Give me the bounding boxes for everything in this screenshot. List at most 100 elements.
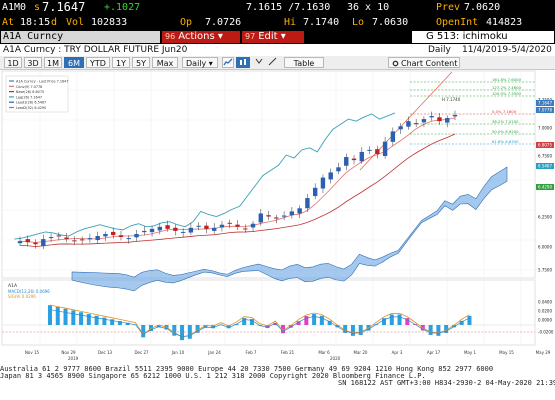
open-label: Op bbox=[180, 17, 193, 28]
x-axis-label: May 15 bbox=[499, 350, 514, 355]
annotate-icon[interactable] bbox=[266, 57, 280, 68]
candle-body bbox=[312, 187, 318, 197]
macd-bar bbox=[343, 325, 348, 333]
candle-body bbox=[204, 225, 209, 229]
macd-bar bbox=[265, 325, 270, 329]
candle-body bbox=[320, 177, 326, 189]
macd-bar bbox=[451, 325, 456, 328]
x-axis-label: Jan 24 bbox=[207, 350, 221, 355]
actions-menu-button[interactable]: 96 Actions ▾ bbox=[162, 31, 240, 43]
ticker: A1M0 bbox=[2, 2, 27, 13]
macd-line bbox=[49, 309, 470, 338]
fib-label: 61.8% 6.8300 bbox=[492, 139, 519, 144]
candle-body bbox=[429, 116, 434, 118]
legend-label: Base(26) 6.8075 bbox=[16, 90, 44, 94]
edit-menu-label: Edit ▾ bbox=[258, 31, 286, 42]
macd-bar bbox=[211, 325, 216, 329]
legend-label: A1A Curncy - Last Price 7.1647 bbox=[16, 80, 68, 84]
x-axis-label: Nov 15 bbox=[25, 350, 40, 355]
price-tag-box bbox=[536, 107, 554, 113]
openint-value: 414823 bbox=[486, 17, 523, 28]
macd-bar bbox=[358, 325, 363, 335]
fib-label: 161.8% 7.6000 bbox=[492, 77, 522, 82]
range-button-1d[interactable]: 1D bbox=[4, 57, 22, 68]
macd-histogram: 0.0400 0.0200 0.0000 -0.0200 bbox=[2, 299, 554, 341]
price-tag-box bbox=[536, 244, 554, 250]
time-label: At bbox=[2, 17, 15, 28]
command-bar: A1A Curncy 96 Actions ▾ 97 Edit ▾ G 513: i… bbox=[0, 30, 555, 44]
macd-bar bbox=[467, 315, 472, 325]
more-options-icon[interactable] bbox=[254, 57, 264, 68]
candle-body bbox=[297, 208, 302, 214]
range-button-5y[interactable]: 5Y bbox=[132, 57, 150, 68]
x-axis-label: Dec 13 bbox=[98, 350, 113, 355]
candle-mode-icon[interactable] bbox=[236, 57, 250, 68]
candle-body bbox=[289, 211, 295, 216]
candle-body bbox=[437, 117, 442, 122]
macd-bar bbox=[249, 319, 254, 325]
command-line-input[interactable]: A1A Curncy bbox=[1, 31, 160, 43]
legend-label: Lag(26) 7.1647 bbox=[16, 95, 42, 99]
x-axis-label: Feb 7 bbox=[246, 350, 257, 355]
high-annotation: H 7.1740 bbox=[442, 97, 461, 102]
candlestick-series bbox=[17, 110, 458, 249]
chart-area[interactable]: 161.8% 7.6000 127.2% 7.4600 100.0% 7.3500 0… bbox=[0, 70, 555, 400]
date-range: 11/4/2019-5/4/2020 bbox=[462, 45, 552, 55]
prev-value: 7.0620 bbox=[464, 2, 501, 13]
macd-bar bbox=[141, 325, 146, 338]
macd-title: A1A bbox=[8, 283, 18, 289]
fib-label: 127.2% 7.4600 bbox=[492, 85, 522, 90]
x-axis-label: Apr 17 bbox=[427, 350, 441, 355]
macd-bar bbox=[203, 325, 208, 328]
candle-body bbox=[359, 151, 364, 162]
candle-body bbox=[41, 239, 46, 247]
price-tag-label: 6.4290 bbox=[538, 185, 552, 190]
candle-body bbox=[118, 235, 124, 238]
x-axis-label: Apr 3 bbox=[392, 350, 403, 355]
candle-body bbox=[375, 149, 380, 154]
candle-body bbox=[305, 198, 310, 209]
price-tag-box bbox=[536, 267, 554, 273]
interval-dropdown[interactable]: Daily ▾ bbox=[182, 57, 218, 68]
vol-label: Vol bbox=[66, 17, 85, 28]
candle-body bbox=[173, 227, 178, 231]
range-button-1y[interactable]: 1Y bbox=[112, 57, 130, 68]
macd-bar bbox=[148, 325, 153, 332]
macd-tag-box bbox=[536, 308, 554, 314]
fib-label: 100.0% 7.3500 bbox=[492, 91, 522, 96]
price-tag-box bbox=[536, 214, 554, 220]
chart-group-name: G 513: ichimoku bbox=[412, 31, 554, 43]
price-tag-label: 7.0778 bbox=[538, 108, 552, 113]
candle-body bbox=[149, 228, 155, 233]
candle-body bbox=[274, 217, 279, 219]
macd-bar bbox=[125, 322, 130, 325]
vol-value: 102833 bbox=[91, 17, 128, 28]
table-button[interactable]: Table bbox=[284, 57, 324, 68]
chart-content-button[interactable]: Chart Content bbox=[388, 57, 460, 68]
macd-bar bbox=[296, 321, 301, 325]
candle-body bbox=[56, 235, 62, 237]
range-button-max[interactable]: Max bbox=[152, 57, 178, 68]
candle-body bbox=[188, 227, 194, 233]
actions-menu-label: Actions ▾ bbox=[178, 31, 223, 42]
price-tag-box bbox=[536, 142, 554, 148]
last-price: 7.1647 bbox=[42, 0, 86, 14]
x-axis-label: Mar 6 bbox=[318, 350, 330, 355]
macd-tag-box bbox=[536, 329, 554, 335]
openint-label: OpenInt bbox=[436, 17, 479, 28]
edit-menu-button[interactable]: 97 Edit ▾ bbox=[242, 31, 304, 43]
chart-type-icon[interactable] bbox=[222, 57, 234, 68]
range-button-3d[interactable]: 3D bbox=[24, 57, 42, 68]
year-label-2020: 2020 bbox=[330, 356, 341, 361]
range-button-ytd[interactable]: YTD bbox=[86, 57, 110, 68]
footer-line-1: Australia 61 2 9777 8600 Brazil 5511 239… bbox=[0, 365, 494, 373]
candle-body bbox=[344, 157, 349, 166]
footer-line-2: Japan 81 3 4565 8900 Singapore 65 6212 1… bbox=[0, 372, 426, 380]
macd-bar bbox=[312, 314, 317, 325]
range-button-1m[interactable]: 1M bbox=[44, 57, 62, 68]
range-button-6m[interactable]: 6M bbox=[64, 57, 84, 68]
price-tag-box bbox=[536, 184, 554, 190]
price-tag-label: 7.1647 bbox=[538, 101, 552, 106]
x-axis-label: Nov 29 bbox=[61, 350, 76, 355]
